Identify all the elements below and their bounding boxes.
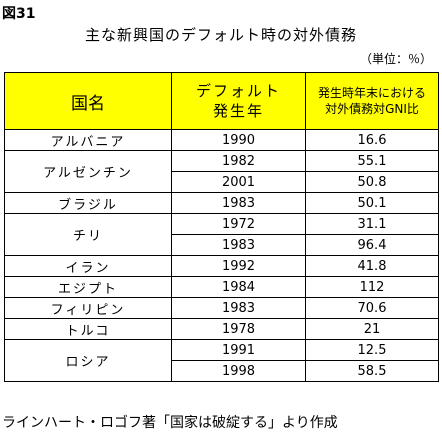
header-year-line2: 発生年 (212, 102, 264, 120)
year-cell: 1991 (171, 339, 306, 361)
ratio-cell: 70.6 (305, 297, 439, 319)
year-cell: 1972 (171, 213, 306, 235)
year-cell: 1998 (171, 360, 306, 382)
year-cell: 2001 (171, 171, 306, 193)
source-note: ラインハート・ロゴフ著「国家は破綻する」より作成 (2, 415, 338, 431)
country-cell: トルコ (4, 318, 172, 340)
ratio-cell: 96.4 (305, 234, 439, 256)
ratio-cell: 50.8 (305, 171, 439, 193)
header-ratio-line2: 対外債務対GNI比 (325, 102, 419, 116)
table-row: ブラジル 1983 50.1 (4, 192, 439, 214)
ratio-cell: 58.5 (305, 360, 439, 382)
header-ratio-line1: 発生時年末における (317, 86, 426, 100)
country-cell: チリ (4, 213, 172, 256)
country-cell: フィリピン (4, 297, 172, 319)
header-year: デフォルト 発生年 (171, 72, 306, 130)
year-cell: 1982 (171, 150, 306, 172)
country-cell: アルバニア (4, 129, 172, 151)
ratio-cell: 112 (305, 276, 439, 298)
page-title: 主な新興国のデフォルト時の対外債務 (84, 26, 357, 44)
year-cell: 1983 (171, 192, 306, 214)
table-row: チリ 1972 31.1 (4, 213, 439, 256)
table-row: トルコ 1978 21 (4, 318, 439, 340)
table-row: イラン 1992 41.8 (4, 255, 439, 277)
figure-label: 図31 (2, 6, 36, 22)
year-cell: 1990 (171, 129, 306, 151)
ratio-cell: 41.8 (305, 255, 439, 277)
header-country-label: 国名 (71, 93, 105, 114)
year-cell: 1978 (171, 318, 306, 340)
country-cell: エジプト (4, 276, 172, 298)
unit-label: （単位：％） (359, 52, 432, 66)
ratio-cell: 31.1 (305, 213, 439, 235)
country-cell: ロシア (4, 339, 172, 382)
table-row: 1998 58.5 (5, 360, 439, 382)
table-row: フィリピン 1983 70.6 (4, 297, 439, 319)
table-row: エジプト 1984 112 (4, 276, 439, 298)
year-cell: 1984 (171, 276, 306, 298)
table-header-row: 国名 デフォルト 発生年 発生時年末における 対外債務対GNI比 (4, 72, 439, 130)
country-cell: イラン (4, 255, 172, 277)
country-cell: ブラジル (4, 192, 172, 214)
header-country: 国名 (4, 72, 172, 130)
year-cell: 1992 (171, 255, 306, 277)
ratio-cell: 55.1 (305, 150, 439, 172)
ratio-cell: 16.6 (305, 129, 439, 151)
ratio-cell: 21 (305, 318, 439, 340)
ratio-cell: 12.5 (305, 339, 439, 361)
table-row: ロシア 1991 12.5 (4, 339, 439, 382)
year-cell: 1983 (171, 234, 306, 256)
year-cell: 1983 (171, 297, 306, 319)
ratio-cell: 50.1 (305, 192, 439, 214)
default-debt-table: 国名 デフォルト 発生年 発生時年末における 対外債務対GNI比 アルバニア 1… (4, 72, 439, 382)
header-year-line1: デフォルト (195, 82, 281, 100)
table-row: アルバニア 1990 16.6 (4, 129, 439, 151)
header-ratio: 発生時年末における 対外債務対GNI比 (305, 72, 439, 130)
country-cell: アルゼンチン (4, 150, 172, 193)
table-row: アルゼンチン 1982 55.1 (4, 150, 439, 193)
